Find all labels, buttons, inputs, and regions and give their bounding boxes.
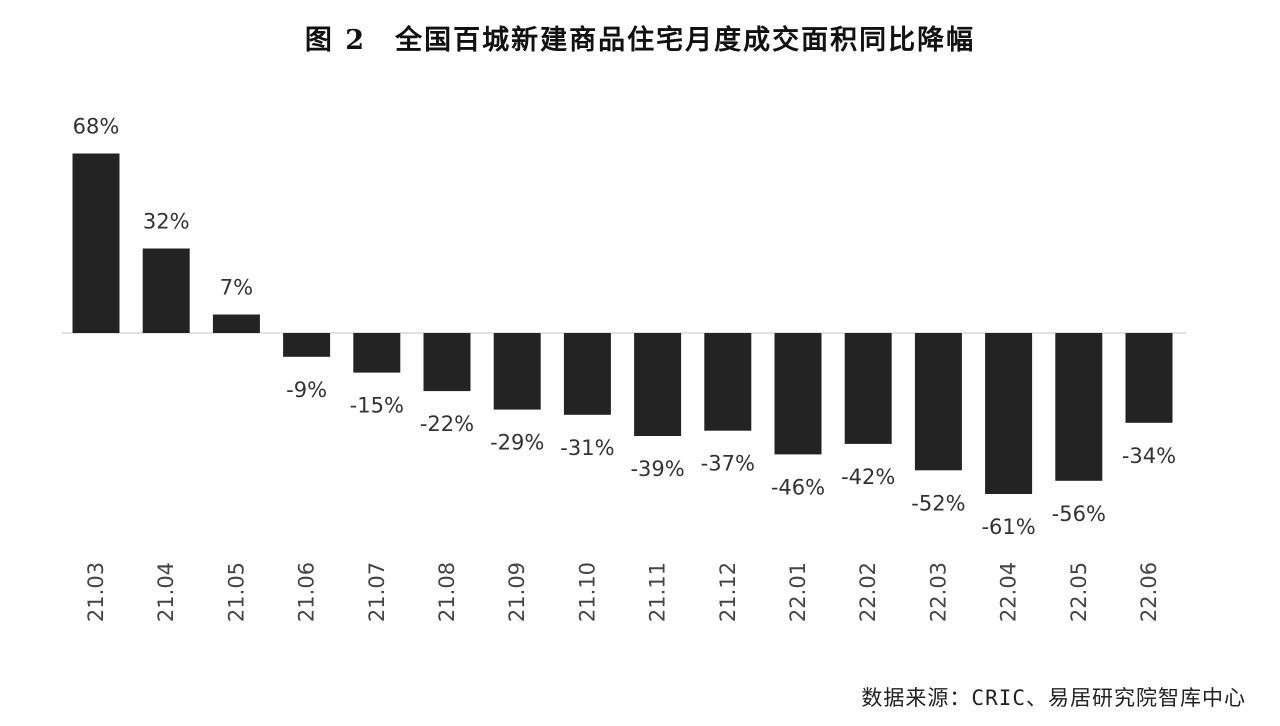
value-label-22.01: -46%: [771, 475, 825, 499]
x-tick-label-21.07: 21.07: [365, 562, 389, 622]
value-label-21.11: -39%: [630, 457, 684, 481]
x-tick-label-22.05: 22.05: [1067, 562, 1091, 622]
value-label-21.10: -31%: [560, 436, 614, 460]
x-tick-label-21.03: 21.03: [84, 562, 108, 622]
bar-21.07: [353, 333, 401, 373]
bar-21.03: [72, 153, 120, 333]
bar-22.05: [1055, 333, 1103, 481]
bar-21.10: [563, 333, 611, 415]
x-tick-label-22.01: 22.01: [786, 562, 810, 622]
bar-21.05: [212, 314, 260, 333]
value-label-21.04: 32%: [143, 210, 190, 234]
value-label-21.03: 68%: [73, 115, 120, 139]
value-label-22.02: -42%: [841, 465, 895, 489]
bar-21.12: [704, 333, 752, 431]
value-label-21.05: 7%: [220, 276, 253, 300]
bar-21.11: [634, 333, 682, 436]
bar-21.09: [493, 333, 541, 410]
value-label-21.06: -9%: [286, 378, 327, 402]
x-tick-label-22.06: 22.06: [1137, 562, 1161, 622]
bar-22.03: [914, 333, 962, 471]
x-tick-label-21.10: 21.10: [575, 562, 599, 622]
bar-22.02: [844, 333, 892, 444]
x-tick-label-21.11: 21.11: [646, 562, 670, 622]
x-tick-label-21.09: 21.09: [505, 562, 529, 622]
value-label-21.09: -29%: [490, 431, 544, 455]
x-tick-label-21.05: 21.05: [224, 562, 248, 622]
bar-21.08: [423, 333, 471, 392]
x-tick-label-22.04: 22.04: [997, 562, 1021, 622]
bar-21.04: [142, 248, 190, 333]
source-note: 数据来源：CRIC、易居研究院智库中心: [861, 686, 1246, 710]
value-label-22.05: -56%: [1052, 502, 1106, 526]
value-label-21.12: -37%: [701, 452, 755, 476]
value-label-22.06: -34%: [1122, 444, 1176, 468]
x-tick-label-22.03: 22.03: [926, 562, 950, 622]
bar-22.06: [1125, 333, 1173, 423]
value-label-22.03: -52%: [911, 491, 965, 515]
x-tick-label-22.02: 22.02: [856, 562, 880, 622]
x-tick-label-21.12: 21.12: [716, 562, 740, 622]
bar-21.06: [283, 333, 331, 357]
x-tick-label-21.04: 21.04: [154, 562, 178, 622]
chart-title: 图 2 全国百城新建商品住宅月度成交面积同比降幅: [304, 25, 976, 56]
bar-22.04: [985, 333, 1033, 494]
value-label-21.08: -22%: [420, 412, 474, 436]
bar-22.01: [774, 333, 822, 455]
value-label-22.04: -61%: [981, 515, 1035, 539]
x-tick-label-21.08: 21.08: [435, 562, 459, 622]
x-tick-label-21.06: 21.06: [295, 562, 319, 622]
value-label-21.07: -15%: [350, 394, 404, 418]
